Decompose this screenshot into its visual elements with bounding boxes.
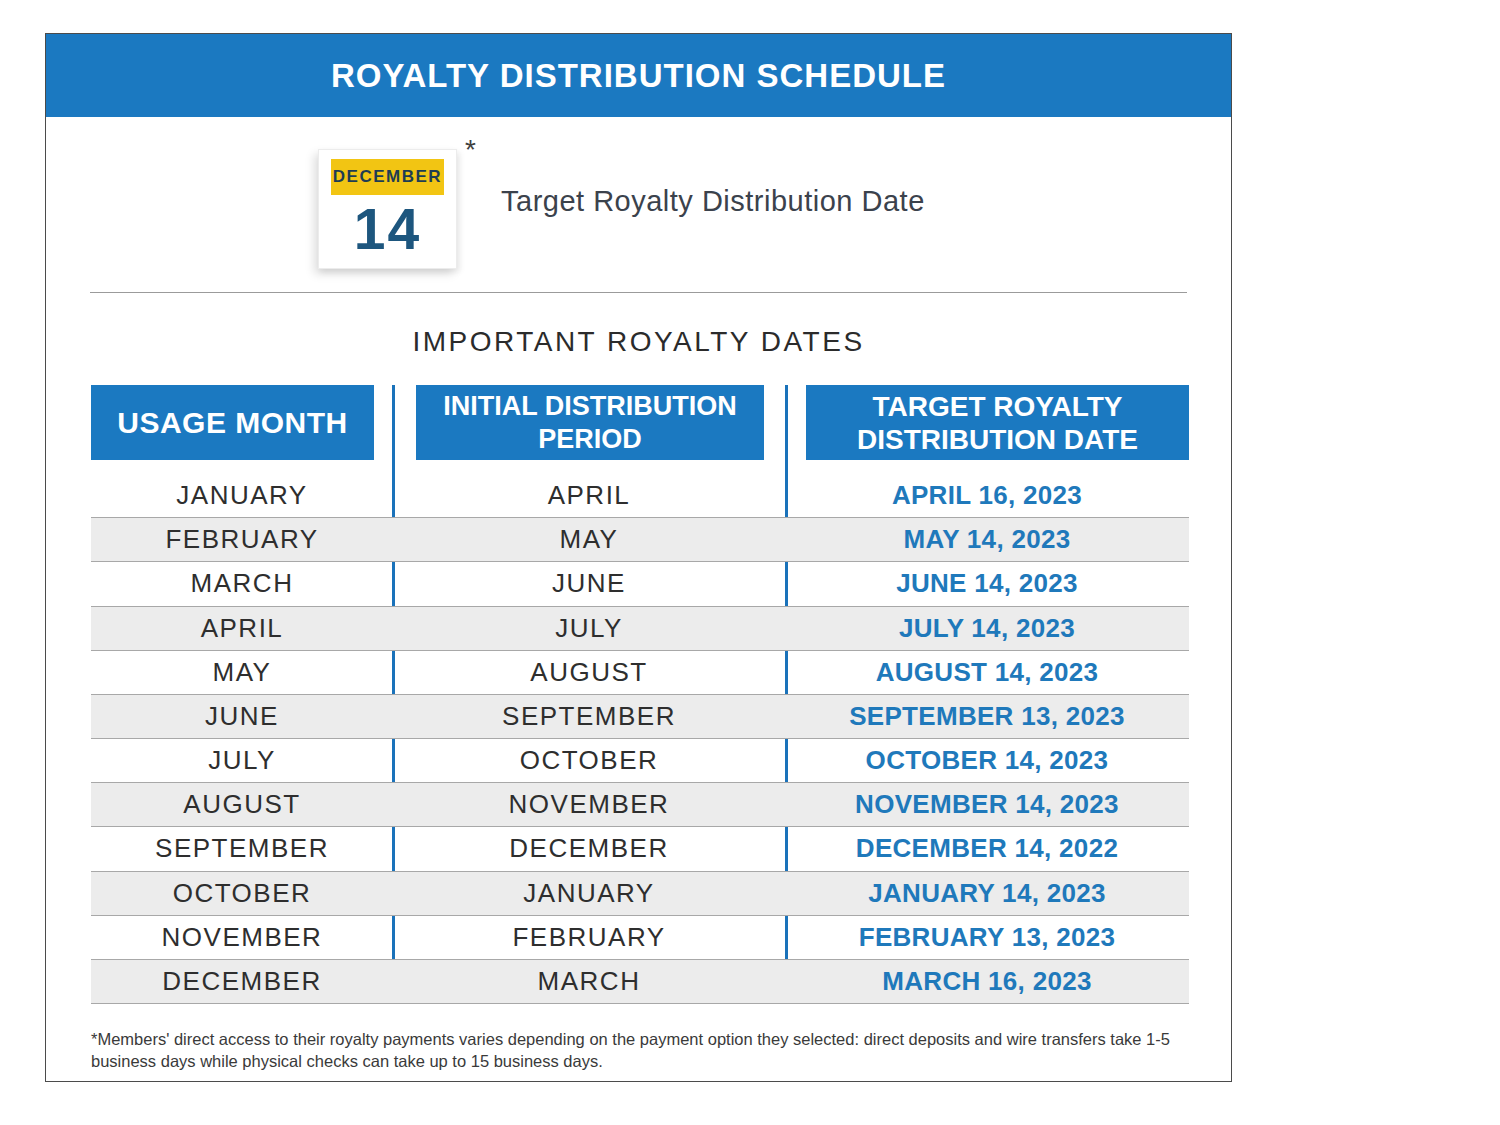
page-title-bar: ROYALTY DISTRIBUTION SCHEDULE — [46, 34, 1231, 117]
table-row: MARCH JUNE JUNE 14, 2023 — [91, 562, 1189, 605]
initial-period-cell: FEBRUARY — [393, 916, 785, 959]
target-date-cell: JUNE 14, 2023 — [785, 562, 1189, 605]
table-body: JANUARY APRIL APRIL 16, 2023 FEBRUARY MA… — [91, 474, 1189, 1004]
target-date-cell: APRIL 16, 2023 — [785, 474, 1189, 517]
target-date-cell: MAY 14, 2023 — [785, 518, 1189, 561]
column-header-label: TARGET ROYALTY DISTRIBUTION DATE — [806, 390, 1189, 456]
table-row: DECEMBER MARCH MARCH 16, 2023 — [91, 959, 1189, 1004]
target-date-cell: AUGUST 14, 2023 — [785, 651, 1189, 694]
initial-period-cell: AUGUST — [393, 651, 785, 694]
target-date-cell: FEBRUARY 13, 2023 — [785, 916, 1189, 959]
usage-month-cell: DECEMBER — [91, 960, 393, 1003]
schedule-page: ROYALTY DISTRIBUTION SCHEDULE DECEMBER 1… — [45, 33, 1232, 1082]
table-row: MAY AUGUST AUGUST 14, 2023 — [91, 651, 1189, 694]
column-header-label: INITIAL DISTRIBUTION PERIOD — [416, 390, 764, 456]
usage-month-cell: MARCH — [91, 562, 393, 605]
usage-month-cell: MAY — [91, 651, 393, 694]
usage-month-cell: APRIL — [91, 607, 393, 650]
target-date-callout-label: Target Royalty Distribution Date — [501, 181, 925, 221]
usage-month-cell: JUNE — [91, 695, 393, 738]
footnote-text: *Members' direct access to their royalty… — [91, 1028, 1211, 1072]
target-date-cell: MARCH 16, 2023 — [785, 960, 1189, 1003]
column-header-initial-distribution-period: INITIAL DISTRIBUTION PERIOD — [416, 385, 764, 460]
table-row: SEPTEMBER DECEMBER DECEMBER 14, 2022 — [91, 827, 1189, 870]
section-heading: IMPORTANT ROYALTY DATES — [46, 325, 1231, 358]
initial-period-cell: SEPTEMBER — [393, 695, 785, 738]
document-canvas: ROYALTY DISTRIBUTION SCHEDULE DECEMBER 1… — [0, 0, 1500, 1125]
calendar-month-label: DECEMBER — [333, 167, 442, 187]
target-date-cell: OCTOBER 14, 2023 — [785, 739, 1189, 782]
target-date-cell: JANUARY 14, 2023 — [785, 872, 1189, 915]
initial-period-cell: OCTOBER — [393, 739, 785, 782]
calendar-day-number: 14 — [319, 197, 456, 261]
table-row: JUNE SEPTEMBER SEPTEMBER 13, 2023 — [91, 694, 1189, 739]
initial-period-cell: JULY — [393, 607, 785, 650]
column-header-usage-month: USAGE MONTH — [91, 385, 374, 460]
initial-period-cell: NOVEMBER — [393, 783, 785, 826]
target-date-cell: NOVEMBER 14, 2023 — [785, 783, 1189, 826]
calendar-icon: DECEMBER 14 — [318, 149, 457, 269]
table-row: NOVEMBER FEBRUARY FEBRUARY 13, 2023 — [91, 916, 1189, 959]
usage-month-cell: JANUARY — [91, 474, 393, 517]
table-row: JULY OCTOBER OCTOBER 14, 2023 — [91, 739, 1189, 782]
usage-month-cell: NOVEMBER — [91, 916, 393, 959]
usage-month-cell: FEBRUARY — [91, 518, 393, 561]
royalty-dates-table: USAGE MONTH INITIAL DISTRIBUTION PERIOD … — [91, 385, 1189, 1004]
column-header-label: USAGE MONTH — [117, 406, 348, 440]
table-row: AUGUST NOVEMBER NOVEMBER 14, 2023 — [91, 782, 1189, 827]
table-row: FEBRUARY MAY MAY 14, 2023 — [91, 517, 1189, 562]
calendar-month-banner: DECEMBER — [331, 159, 444, 195]
initial-period-cell: JANUARY — [393, 872, 785, 915]
initial-period-cell: MARCH — [393, 960, 785, 1003]
usage-month-cell: JULY — [91, 739, 393, 782]
section-divider — [90, 292, 1187, 293]
table-row: APRIL JULY JULY 14, 2023 — [91, 606, 1189, 651]
target-date-cell: JULY 14, 2023 — [785, 607, 1189, 650]
page-title: ROYALTY DISTRIBUTION SCHEDULE — [331, 57, 946, 95]
usage-month-cell: OCTOBER — [91, 872, 393, 915]
table-row: OCTOBER JANUARY JANUARY 14, 2023 — [91, 871, 1189, 916]
initial-period-cell: MAY — [393, 518, 785, 561]
footnote-asterisk-marker: * — [465, 134, 476, 166]
target-date-cell: SEPTEMBER 13, 2023 — [785, 695, 1189, 738]
column-header-target-royalty-distribution-date: TARGET ROYALTY DISTRIBUTION DATE — [806, 385, 1189, 460]
target-date-cell: DECEMBER 14, 2022 — [785, 827, 1189, 870]
usage-month-cell: SEPTEMBER — [91, 827, 393, 870]
initial-period-cell: APRIL — [393, 474, 785, 517]
usage-month-cell: AUGUST — [91, 783, 393, 826]
initial-period-cell: DECEMBER — [393, 827, 785, 870]
table-row: JANUARY APRIL APRIL 16, 2023 — [91, 474, 1189, 517]
initial-period-cell: JUNE — [393, 562, 785, 605]
